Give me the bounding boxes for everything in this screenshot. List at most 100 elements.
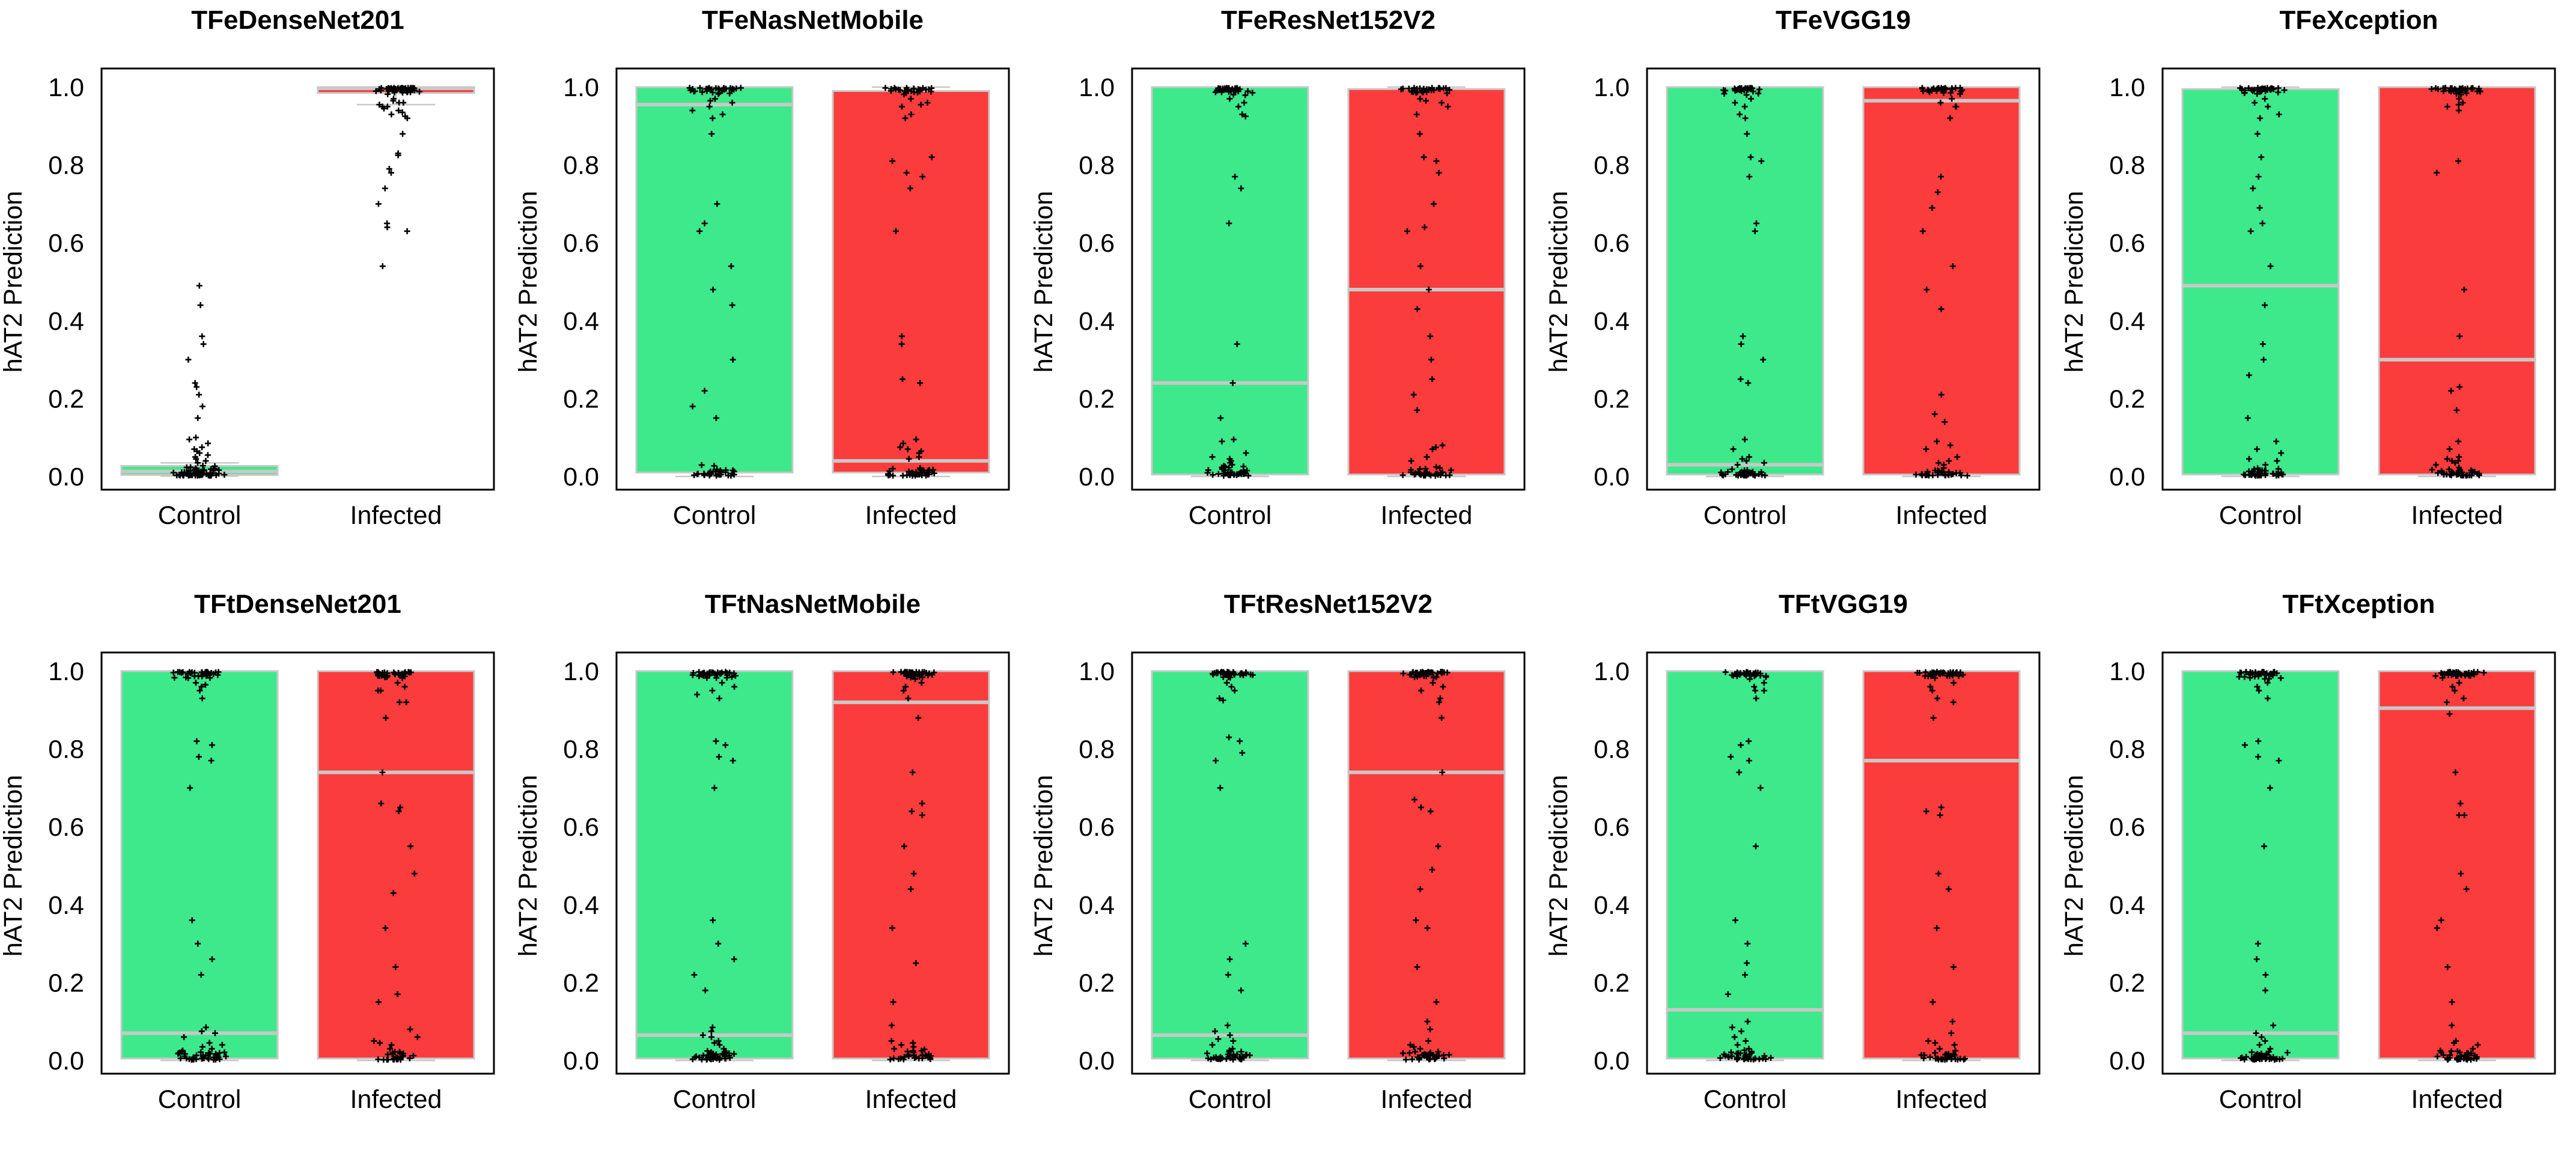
boxplot-control xyxy=(1666,669,1824,1063)
y-tick-label: 0.0 xyxy=(48,1047,84,1075)
panel-canvas-TFeVGG19: TFeVGG19 hAT2 Prediction 0.0 0.2 0.4 0.6 0.8 1.… xyxy=(1545,5,2041,530)
y-tick-label: 0.8 xyxy=(564,735,600,764)
panel-title: TFeXception xyxy=(2279,5,2438,35)
panel-title: TFeResNet152V2 xyxy=(1221,5,1436,35)
boxplot-control xyxy=(1666,85,1824,479)
y-tick-label: 0.4 xyxy=(564,891,600,920)
panel-title: TFtVGG19 xyxy=(1779,589,1908,619)
panel-title: TFtXception xyxy=(2282,589,2435,619)
jitter-points-control xyxy=(687,85,744,479)
y-tick-label: 0.2 xyxy=(1079,969,1115,997)
boxplot-control xyxy=(635,669,794,1063)
y-axis-label: hAT2 Prediction xyxy=(0,191,28,373)
plot-frame xyxy=(2161,651,2556,1075)
jitter-points-infected xyxy=(2432,669,2487,1063)
y-tick-label: 0.2 xyxy=(564,385,600,413)
y-axis-label: hAT2 Prediction xyxy=(1545,775,1573,957)
category-label-infected: Infected xyxy=(2411,501,2503,530)
category-label-control: Control xyxy=(1188,501,1271,530)
boxplot-infected xyxy=(1347,85,1506,479)
y-tick-label: 0.2 xyxy=(2109,969,2145,997)
category-label-infected: Infected xyxy=(865,1085,957,1114)
category-label-control: Control xyxy=(673,1085,757,1114)
jitter-points-infected xyxy=(887,669,937,1063)
category-label-infected: Infected xyxy=(2411,1085,2503,1114)
box-infected xyxy=(1862,670,2021,1060)
panel-TFeResNet152V2: TFeResNet152V2 hAT2 Prediction 0.0 0.2 0.4 0.… xyxy=(1031,0,1545,584)
jitter-points-control xyxy=(170,282,228,479)
jitter-points-infected xyxy=(373,85,422,270)
category-label-infected: Infected xyxy=(1380,501,1472,530)
panel-title: TFeNasNetMobile xyxy=(702,5,924,35)
boxplot-control xyxy=(1151,669,1309,1063)
category-label-control: Control xyxy=(1188,1085,1271,1114)
y-axis-label: hAT2 Prediction xyxy=(515,775,543,957)
boxplot-control xyxy=(2181,85,2340,479)
category-label-control: Control xyxy=(158,501,242,530)
y-tick-label: 0.2 xyxy=(48,969,84,997)
y-tick-label: 0.4 xyxy=(2109,891,2145,920)
y-tick-label: 0.6 xyxy=(48,813,84,842)
jitter-points-infected xyxy=(882,85,938,479)
panel-title: TFeVGG19 xyxy=(1776,5,1911,35)
y-tick-label: 1.0 xyxy=(2109,657,2145,686)
y-tick-label: 0.0 xyxy=(1079,1047,1115,1075)
box-infected xyxy=(2378,670,2536,1060)
boxplot-infected xyxy=(832,669,990,1063)
panel-canvas-TFeNasNetMobile: TFeNasNetMobile hAT2 Prediction 0.0 0.2 0.4 0… xyxy=(515,5,1010,530)
category-label-infected: Infected xyxy=(350,501,442,530)
boxplot-control xyxy=(2181,669,2340,1063)
y-tick-label: 0.4 xyxy=(1079,891,1115,920)
y-tick-label: 0.2 xyxy=(1594,969,1630,997)
y-tick-label: 0.8 xyxy=(564,151,600,180)
y-axis-label: hAT2 Prediction xyxy=(0,775,28,957)
panel-TFeDenseNet201: TFeDenseNet201 hAT2 Prediction 0.0 0.2 0.4 0.… xyxy=(0,0,515,584)
y-tick-label: 1.0 xyxy=(1079,73,1115,102)
panel-canvas-TFtXception: TFtXception hAT2 Prediction 0.0 0.2 0.4 0.6 0.… xyxy=(2061,589,2556,1114)
panel-title: TFtNasNetMobile xyxy=(705,589,921,619)
y-tick-label: 1.0 xyxy=(1079,657,1115,686)
panel-TFtDenseNet201: TFtDenseNet201 hAT2 Prediction 0.0 0.2 0.4 0.… xyxy=(0,584,515,1168)
jitter-points-infected xyxy=(1398,85,1454,479)
plot-frame xyxy=(1131,651,1526,1075)
category-label-infected: Infected xyxy=(1380,1085,1472,1114)
box-infected xyxy=(832,90,990,474)
y-tick-label: 0.0 xyxy=(1079,463,1115,491)
jitter-points-infected xyxy=(1914,669,1969,1063)
y-tick-label: 0.4 xyxy=(1079,307,1115,336)
y-tick-label: 0.0 xyxy=(1594,1047,1630,1075)
y-tick-label: 0.6 xyxy=(48,229,84,258)
plot-frame xyxy=(615,651,1010,1075)
box-infected xyxy=(832,670,990,1060)
plot-frame xyxy=(2161,67,2556,491)
jitter-points-control xyxy=(170,669,229,1063)
y-tick-label: 0.2 xyxy=(564,969,600,997)
category-label-control: Control xyxy=(1704,501,1787,530)
y-tick-label: 0.0 xyxy=(564,1047,600,1075)
y-tick-label: 0.4 xyxy=(1594,307,1630,336)
jitter-points-control xyxy=(1718,85,1768,479)
y-tick-label: 0.8 xyxy=(1079,151,1115,180)
y-tick-label: 0.2 xyxy=(2109,385,2145,413)
boxplot-infected xyxy=(1862,85,2021,479)
box-infected xyxy=(1862,86,2021,476)
panel-TFeNasNetMobile: TFeNasNetMobile hAT2 Prediction 0.0 0.2 0.4 0… xyxy=(515,0,1030,584)
box-control xyxy=(2181,670,2340,1060)
panel-TFeVGG19: TFeVGG19 hAT2 Prediction 0.0 0.2 0.4 0.6 0.8 1.… xyxy=(1545,0,2060,584)
boxplot-control xyxy=(635,85,794,479)
panel-canvas-TFeDenseNet201: TFeDenseNet201 hAT2 Prediction 0.0 0.2 0.4 0.… xyxy=(0,5,495,530)
y-tick-label: 0.6 xyxy=(564,813,600,842)
boxplot-infected xyxy=(317,669,475,1063)
boxplot-control xyxy=(1151,85,1309,479)
y-tick-label: 0.8 xyxy=(48,735,84,764)
y-tick-label: 0.4 xyxy=(48,891,84,920)
y-tick-label: 1.0 xyxy=(564,657,600,686)
category-label-control: Control xyxy=(158,1085,242,1114)
y-tick-label: 1.0 xyxy=(564,73,600,102)
panel-canvas-TFeResNet152V2: TFeResNet152V2 hAT2 Prediction 0.0 0.2 0.4 0.… xyxy=(1031,5,1526,530)
y-tick-label: 0.8 xyxy=(1079,735,1115,764)
y-tick-label: 0.8 xyxy=(48,151,84,180)
y-tick-label: 0.0 xyxy=(2109,1047,2145,1075)
jitter-points-control xyxy=(2236,85,2288,479)
